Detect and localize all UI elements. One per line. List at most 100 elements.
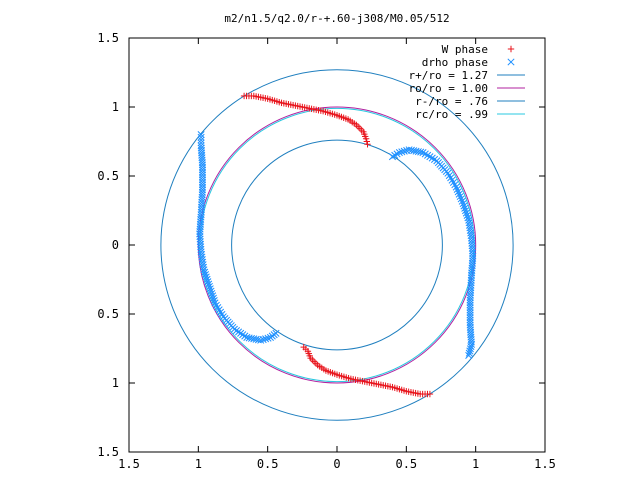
y-tick-label-6: 1.5 [97, 445, 119, 459]
series-1-arm-1-point-67-d2 [197, 213, 205, 221]
series-1-arm-0-point-62-d2 [468, 257, 477, 265]
y-tick-label-1: 1 [112, 100, 119, 114]
y-tick-label-4: 0.5 [97, 307, 119, 321]
series-1-arm-0-point-34-d2 [454, 188, 462, 196]
series-1-arm-0-point-96-d2 [467, 340, 476, 348]
series-1-arm-1-point-63-d2 [196, 223, 204, 231]
series-1-arm-1-point-77-d2 [198, 188, 206, 196]
series-1-arm-1-point-64-d2 [196, 220, 204, 228]
series-1-arm-0-point-39 [459, 200, 467, 208]
series-1-arm-1-point-42-d2 [203, 275, 211, 283]
series-1-arm-1-point-31-d2 [212, 301, 220, 309]
series-1-arm-1-point-100 [197, 131, 205, 139]
series-1-arm-0-point-3-d2 [395, 148, 403, 157]
x-tick-label-1: 1 [195, 457, 202, 471]
series-1-arm-1-point-40-d2 [205, 280, 213, 288]
series-1-arm-1-point-39-d2 [205, 282, 213, 290]
series-1-arm-1-point-4 [264, 334, 272, 342]
axis-ticks: 1.5 1 0.5 0 0.5 1 1.51.510.500.511.5 [97, 31, 556, 471]
series-1-arm-1-point-97-d2 [197, 139, 205, 147]
series-1-arm-1-point-32-d2 [211, 299, 219, 307]
legend-label-4: r-/ro = .76 [415, 95, 488, 108]
series-1-arm-1-point-99-d2 [197, 133, 205, 141]
series-1-arm-0-point-39-d2 [459, 200, 467, 208]
legend-label-2: r+/ro = 1.27 [409, 69, 488, 82]
series-1-arm-1-point-37-d2 [207, 287, 215, 295]
legend-marker-0 [507, 45, 515, 53]
series-1-arm-0-point-41 [461, 204, 469, 212]
series-1-arm-0-point-77-d2 [466, 294, 474, 302]
series-1-arm-1-point-74-d2 [198, 196, 206, 204]
series-0-arm-0-point-57 [363, 138, 371, 145]
series-1-arm-0-point-17-d2 [428, 154, 436, 162]
series-1-arm-0-point-38 [458, 197, 466, 205]
series-1-arm-0-point-99 [466, 347, 474, 355]
legend-label-1: drho phase [422, 56, 488, 69]
series-1-arm-0-point-99-d2 [466, 347, 474, 355]
series-1-arm-1-point-33-d2 [210, 297, 218, 305]
series-1-arm-0-point-43-d2 [462, 209, 470, 217]
series-1-arm-0-point-61-d2 [469, 254, 477, 263]
series-1-arm-0-point-29-d2 [448, 176, 456, 184]
series-1-arm-0-point-16-d2 [426, 153, 434, 161]
series-1-arm-1-point-61-d2 [196, 227, 204, 236]
series-1-arm-1-point-34-d2 [209, 294, 217, 302]
series-1-arm-0-point-63-d2 [468, 259, 476, 267]
series-1-arm-1-point-38 [206, 285, 214, 293]
series-1-arm-1-point-41 [204, 278, 212, 286]
data-series [196, 92, 477, 398]
series-1-arm-0-point-4 [398, 148, 406, 156]
series-1-arm-1-point-39 [205, 282, 213, 290]
series-1-arm-0-point-96 [467, 340, 476, 348]
series-1-arm-1-point-66-d2 [197, 215, 205, 224]
series-1-arm-0-point-95-d2 [467, 338, 475, 346]
series-1-arm-1-point-71-d2 [197, 203, 206, 211]
series-1-arm-0-point-67-d2 [468, 269, 476, 277]
series-1-arm-0-point-76-d2 [466, 291, 474, 299]
series-1-arm-1-point-12-d2 [245, 334, 253, 342]
series-1-arm-1-point-37 [207, 287, 215, 295]
series-1-arm-0-point-30-d2 [449, 178, 458, 186]
series-1-arm-0-point-36-d2 [456, 192, 464, 201]
series-1-arm-0-point-66-d2 [468, 266, 476, 275]
series-1-arm-0-point-40-d2 [460, 202, 468, 210]
legend-label-5: rc/ro = .99 [415, 108, 488, 121]
series-1-arm-1-point-70-d2 [197, 206, 205, 214]
series-1-arm-1-point-36 [208, 289, 216, 298]
series-1-arm-1-point-98-d2 [197, 136, 205, 144]
series-1-arm-0-point-42 [462, 207, 470, 215]
series-1-arm-1-point-34 [209, 294, 217, 302]
series-1-arm-1-point-28-d2 [216, 308, 225, 316]
series-1-arm-0-point-64-d2 [468, 262, 476, 270]
series-1-arm-0-point-70-d2 [467, 276, 475, 284]
series-1-arm-0-point-98 [466, 345, 474, 353]
series-1-arm-0-point-98-d2 [466, 345, 474, 353]
circle-0 [160, 69, 514, 421]
series-1-arm-0-point-13-d2 [419, 148, 427, 157]
series-1-arm-1-point-62-d2 [196, 225, 204, 233]
series-1-arm-0-point-71-d2 [467, 279, 475, 287]
series-1-arm-1-point-3 [266, 333, 274, 342]
series-1-arm-0-point-44-d2 [463, 211, 471, 219]
series-0-arm-1-point-58 [300, 343, 307, 351]
series-1-arm-1-point-73-d2 [198, 198, 206, 206]
series-1-arm-1-point-12 [245, 334, 253, 342]
series-1-arm-1-point-32 [211, 299, 219, 307]
legend-label-0: W phase [442, 43, 488, 56]
series-1-arm-1-point-30-d2 [214, 304, 222, 312]
series-1-arm-0-point-40 [460, 202, 468, 210]
series-1-arm-1-point-98 [197, 136, 205, 144]
series-1-arm-0-point-28-d2 [447, 174, 455, 182]
x-tick-label-0: 1.5 [118, 457, 140, 471]
series-1-arm-0-point-74-d2 [467, 286, 475, 294]
series-1-arm-1-point-3-d2 [266, 333, 274, 342]
series-1-arm-0-point-68-d2 [467, 271, 476, 279]
series-1-arm-1-point-60-d2 [196, 230, 204, 238]
series-1-arm-1-point-27-d2 [218, 310, 226, 319]
legend-label-3: ro/ro = 1.00 [409, 82, 488, 95]
series-1-arm-0-point-4-d2 [398, 148, 406, 156]
series-1-arm-1-point-5 [262, 335, 270, 343]
series-1-arm-1-point-96-d2 [197, 142, 205, 150]
x-tick-label-3: 0 [333, 457, 340, 471]
